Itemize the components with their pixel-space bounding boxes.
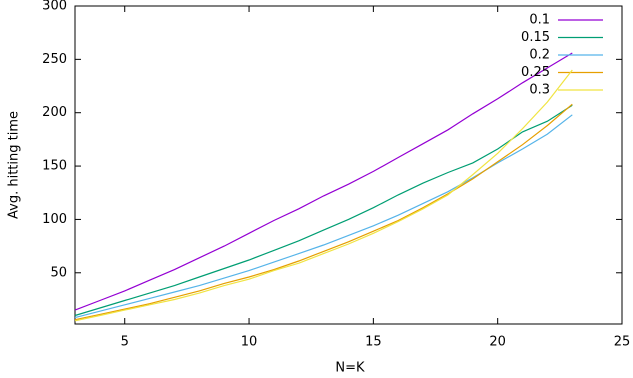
legend-label: 0.3 [529,83,550,98]
legend-label: 0.25 [521,65,550,80]
legend-label: 0.15 [521,30,550,45]
y-tick-label: 300 [42,0,67,14]
y-tick-label: 250 [42,52,67,67]
series-line [74,69,573,322]
y-tick-label: 50 [50,265,67,280]
y-tick-label: 100 [42,212,67,227]
y-tick-label: 200 [42,105,67,120]
y-tick-label: 150 [42,159,67,174]
y-axis-label: Avg. hitting time [7,111,22,219]
legend-label: 0.2 [529,48,550,63]
series-line [74,103,573,321]
plot-frame [74,5,623,325]
x-axis-label: N=K [335,361,365,376]
x-tick-label: 20 [489,335,506,350]
x-tick-label: 5 [121,335,129,350]
x-tick-label: 10 [241,335,258,350]
x-tick-label: 25 [614,335,631,350]
series-line [74,52,573,311]
series-line [74,114,573,319]
x-tick-label: 15 [365,335,382,350]
legend-label: 0.1 [529,13,550,28]
series-line [74,104,573,317]
